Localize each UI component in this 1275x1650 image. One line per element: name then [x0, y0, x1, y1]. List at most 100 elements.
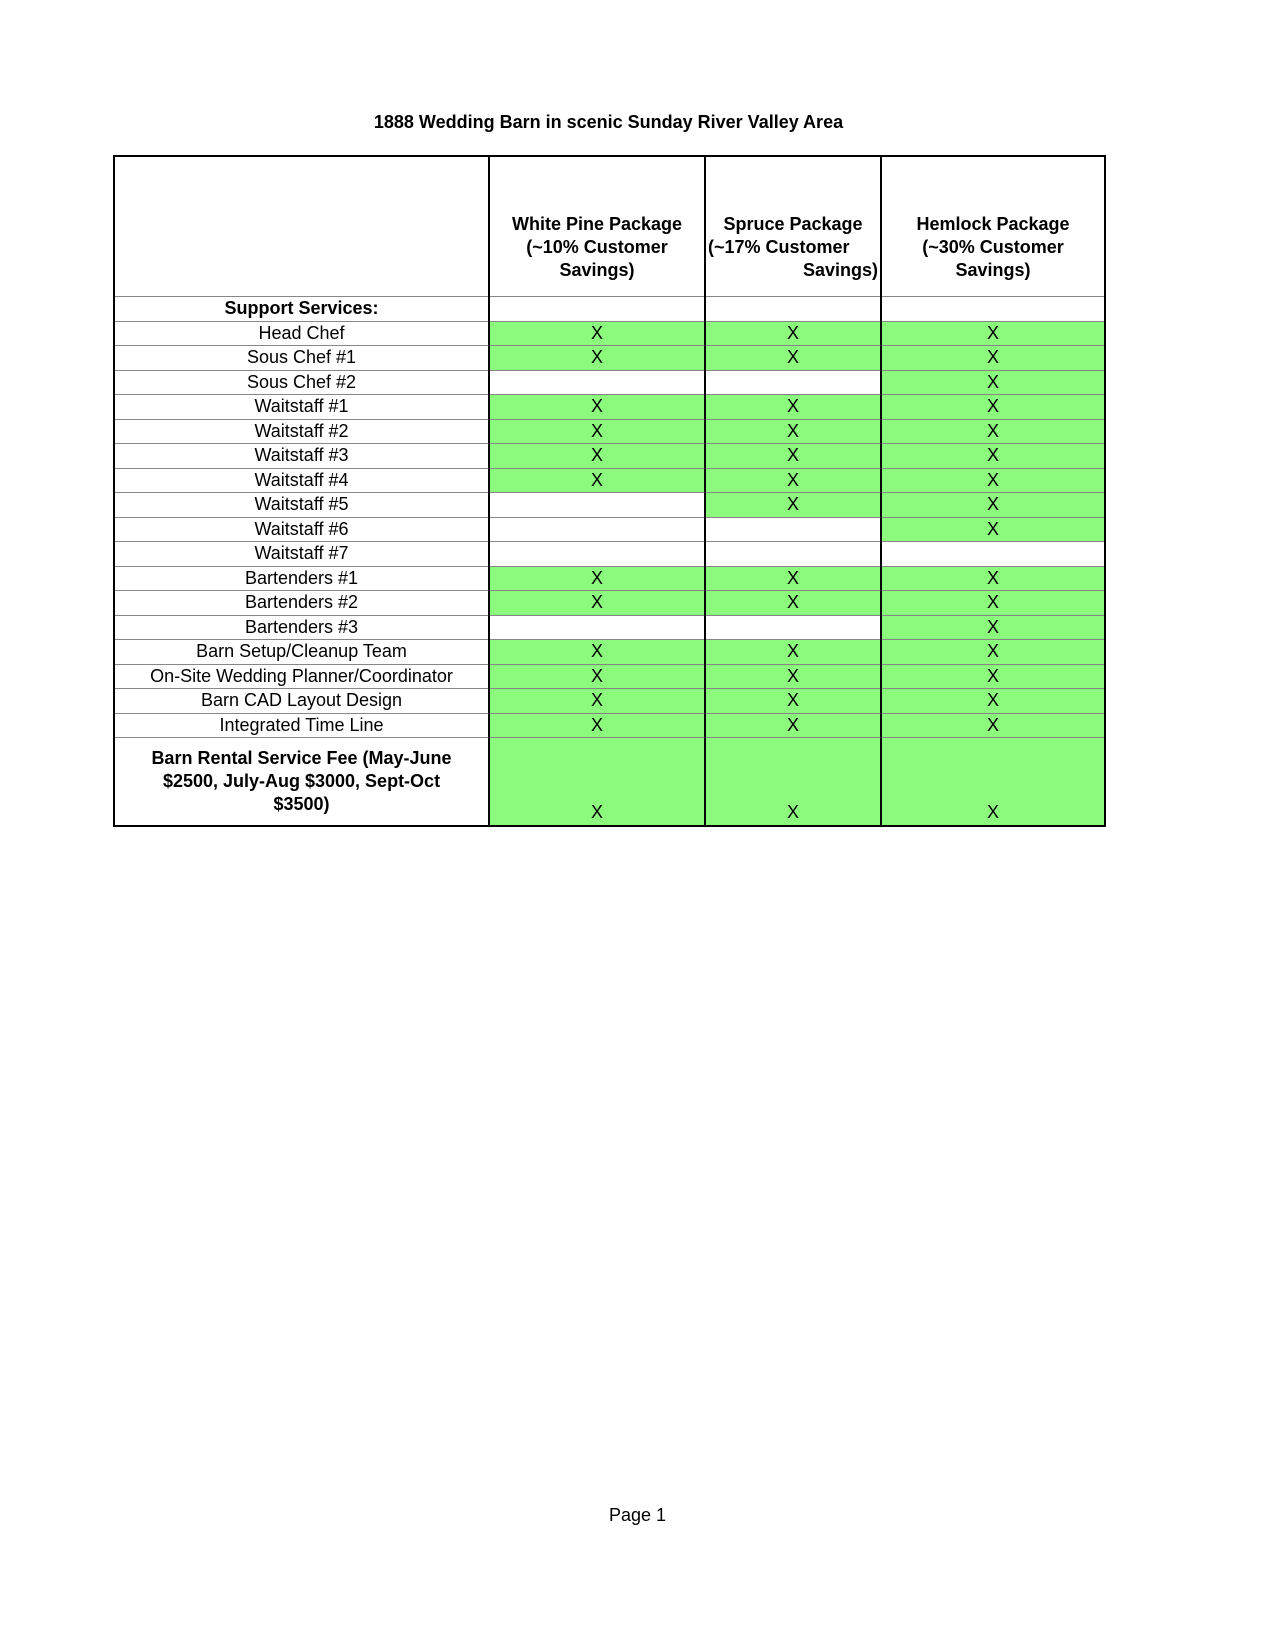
- row-label-text: Sous Chef #2: [246, 371, 357, 392]
- cell-spruce: X: [704, 565, 882, 591]
- cell-hemlock: X: [880, 369, 1106, 395]
- row-label-text: Waitstaff #3: [254, 445, 349, 466]
- cell-white-pine: [488, 492, 706, 518]
- row-label: Support Services:: [113, 296, 490, 322]
- package-comparison-table: White Pine Package (~10% Customer Saving…: [113, 155, 1106, 827]
- cell-white-pine: X: [488, 418, 706, 444]
- table-row: Bartenders #2 X X X: [113, 590, 1106, 616]
- cell-white-pine: X: [488, 394, 706, 420]
- table-body: Support Services: Head Chef X X X Sous C…: [113, 296, 1106, 827]
- cell-spruce: X: [704, 467, 882, 493]
- row-label-text: Waitstaff #5: [254, 494, 349, 515]
- cell-white-pine: X: [488, 639, 706, 665]
- cell-hemlock: [880, 541, 1106, 567]
- row-label-text: Sous Chef #1: [246, 347, 357, 368]
- row-label: On-Site Wedding Planner/Coordinator: [113, 663, 490, 689]
- table-row: Support Services:: [113, 296, 1106, 322]
- row-label: Barn CAD Layout Design: [113, 688, 490, 714]
- cell-hemlock: [880, 296, 1106, 322]
- cell-white-pine: [488, 516, 706, 542]
- cell-white-pine: X: [488, 663, 706, 689]
- header-line: White Pine Package: [511, 214, 683, 234]
- cell-white-pine: X: [488, 737, 706, 827]
- header-line: (~10% Customer: [526, 237, 668, 257]
- row-label: Bartenders #3: [113, 614, 490, 640]
- page-footer: Page 1: [608, 1505, 667, 1525]
- cell-hemlock: X: [880, 614, 1106, 640]
- row-label-text: Barn Rental Service Fee (May-June $2500,…: [151, 748, 452, 814]
- cell-hemlock: X: [880, 688, 1106, 714]
- cell-spruce: X: [704, 345, 882, 371]
- header-cell-spruce-package: Spruce Package (~17% Customer Savings): [704, 155, 882, 297]
- header-line: Savings): [559, 260, 635, 280]
- table-row: Waitstaff #3 X X X: [113, 443, 1106, 469]
- table-row: Head Chef X X X: [113, 320, 1106, 346]
- table-row: Bartenders #1 X X X: [113, 565, 1106, 591]
- header-row: White Pine Package (~10% Customer Saving…: [113, 155, 1106, 297]
- header-cell-white-pine-package: White Pine Package (~10% Customer Saving…: [488, 155, 706, 297]
- cell-spruce: [704, 614, 882, 640]
- cell-white-pine: X: [488, 712, 706, 738]
- cell-spruce: X: [704, 320, 882, 346]
- cell-hemlock: X: [880, 565, 1106, 591]
- row-label-text: Head Chef: [258, 322, 345, 343]
- table-row: Waitstaff #4 X X X: [113, 467, 1106, 493]
- cell-hemlock: X: [880, 663, 1106, 689]
- row-label-text: Bartenders #3: [244, 616, 359, 637]
- cell-spruce: [704, 296, 882, 322]
- cell-hemlock: X: [880, 712, 1106, 738]
- row-label-text: Integrated Time Line: [219, 714, 384, 735]
- row-label: Waitstaff #3: [113, 443, 490, 469]
- row-label: Sous Chef #1: [113, 345, 490, 371]
- cell-spruce: [704, 541, 882, 567]
- header-line: Spruce Package: [723, 214, 863, 234]
- cell-hemlock: X: [880, 418, 1106, 444]
- cell-hemlock: X: [880, 467, 1106, 493]
- table-row: Bartenders #3 X: [113, 614, 1106, 640]
- table-row: Waitstaff #1 X X X: [113, 394, 1106, 420]
- cell-white-pine: X: [488, 345, 706, 371]
- table-row: Waitstaff #6 X: [113, 516, 1106, 542]
- cell-spruce: X: [704, 712, 882, 738]
- cell-spruce: X: [704, 492, 882, 518]
- row-label-text: Bartenders #1: [244, 567, 359, 588]
- cell-hemlock: X: [880, 320, 1106, 346]
- cell-spruce: [704, 516, 882, 542]
- header-line: (~17% Customer: [708, 237, 850, 257]
- row-label-text: Waitstaff #2: [254, 420, 349, 441]
- row-label: Bartenders #2: [113, 590, 490, 616]
- cell-white-pine: X: [488, 467, 706, 493]
- table-row: Integrated Time Line X X X: [113, 712, 1106, 738]
- cell-white-pine: [488, 614, 706, 640]
- cell-white-pine: X: [488, 443, 706, 469]
- table-row: Barn Setup/Cleanup Team X X X: [113, 639, 1106, 665]
- row-label-text: Barn CAD Layout Design: [200, 690, 403, 711]
- cell-white-pine: [488, 541, 706, 567]
- table-row: Sous Chef #1 X X X: [113, 345, 1106, 371]
- row-label: Sous Chef #2: [113, 369, 490, 395]
- cell-spruce: X: [704, 737, 882, 827]
- row-label: Integrated Time Line: [113, 712, 490, 738]
- table-row: Barn CAD Layout Design X X X: [113, 688, 1106, 714]
- table-row: Waitstaff #2 X X X: [113, 418, 1106, 444]
- table-row: Waitstaff #7: [113, 541, 1106, 567]
- cell-spruce: [704, 369, 882, 395]
- cell-hemlock: X: [880, 639, 1106, 665]
- row-label-text: Support Services:: [224, 298, 379, 319]
- cell-white-pine: X: [488, 565, 706, 591]
- row-label: Barn Setup/Cleanup Team: [113, 639, 490, 665]
- cell-spruce: X: [704, 590, 882, 616]
- cell-hemlock: X: [880, 516, 1106, 542]
- header-line: (~30% Customer: [922, 237, 1064, 257]
- header-line: Savings): [955, 260, 1031, 280]
- row-label: Waitstaff #6: [113, 516, 490, 542]
- page-title: 1888 Wedding Barn in scenic Sunday River…: [373, 112, 844, 132]
- row-label-text: Barn Setup/Cleanup Team: [196, 641, 407, 662]
- cell-white-pine: [488, 296, 706, 322]
- table-row: Sous Chef #2 X: [113, 369, 1106, 395]
- cell-spruce: X: [704, 688, 882, 714]
- row-label: Waitstaff #4: [113, 467, 490, 493]
- row-label-text: Waitstaff #1: [254, 396, 349, 417]
- row-label-text: On-Site Wedding Planner/Coordinator: [150, 665, 453, 686]
